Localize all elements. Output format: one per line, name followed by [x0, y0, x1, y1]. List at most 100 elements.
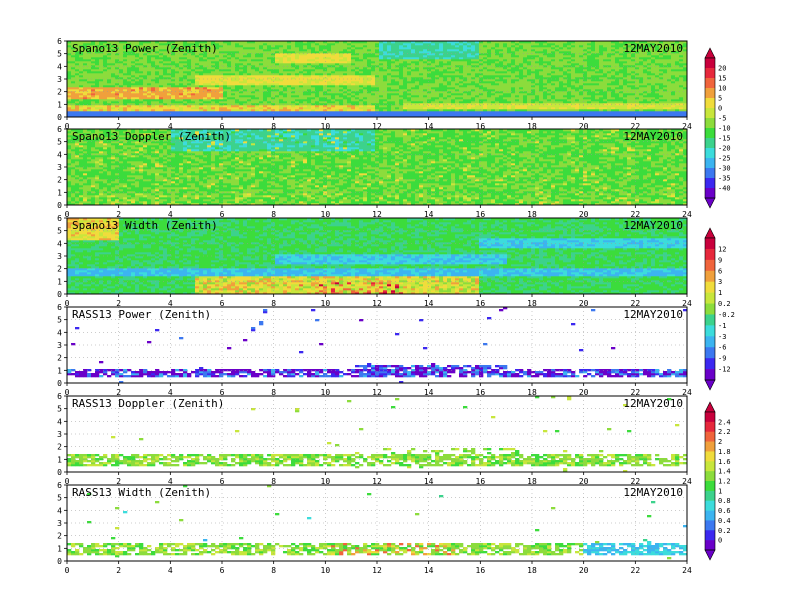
heatmap-cell: [183, 71, 188, 74]
heatmap-cell: [459, 55, 464, 58]
heatmap-cell: [75, 65, 80, 68]
heatmap-cell: [475, 41, 480, 44]
heatmap-cell: [331, 51, 336, 54]
heatmap-cell: [415, 53, 420, 56]
heatmap-cell: [383, 107, 388, 110]
heatmap-cell: [343, 109, 348, 112]
heatmap-cell: [187, 45, 192, 48]
heatmap-cell: [471, 101, 476, 104]
heatmap-cell: [83, 97, 88, 100]
heatmap-cell: [459, 57, 464, 60]
heatmap-cell: [423, 107, 428, 110]
heatmap-cell: [119, 45, 124, 48]
heatmap-cell: [227, 53, 232, 56]
heatmap-cell: [291, 57, 296, 60]
heatmap-cell: [95, 101, 100, 104]
heatmap-cell: [411, 77, 416, 80]
heatmap-cell: [215, 61, 220, 64]
heatmap-cell: [435, 83, 440, 86]
heatmap-cell: [175, 67, 180, 70]
heatmap-cell: [135, 89, 140, 92]
heatmap-cell: [183, 67, 188, 70]
heatmap-cell: [251, 115, 256, 118]
heatmap-cell: [311, 79, 316, 82]
heatmap-cell: [415, 43, 420, 46]
heatmap-cell: [527, 45, 532, 48]
heatmap-cell: [455, 65, 460, 68]
heatmap-cell: [271, 67, 276, 70]
heatmap-cell: [419, 59, 424, 62]
heatmap-cell: [531, 99, 536, 102]
heatmap-cell: [95, 73, 100, 76]
heatmap-cell: [483, 115, 488, 118]
heatmap-cell: [395, 93, 400, 96]
heatmap-cell: [127, 113, 132, 116]
heatmap-cell: [211, 83, 216, 86]
heatmap-cell: [307, 91, 312, 94]
heatmap-cell: [251, 65, 256, 68]
heatmap-cell: [387, 57, 392, 60]
heatmap-cell: [487, 91, 492, 94]
heatmap-cell: [295, 99, 300, 102]
heatmap-cell: [367, 69, 372, 72]
heatmap-cell: [115, 55, 120, 58]
heatmap-cell: [431, 79, 436, 82]
heatmap-cell: [479, 51, 484, 54]
heatmap-cell: [391, 115, 396, 118]
heatmap-cell: [423, 103, 428, 106]
heatmap-cell: [319, 65, 324, 68]
heatmap-cell: [303, 99, 308, 102]
heatmap-cell: [307, 71, 312, 74]
heatmap-cell: [579, 63, 584, 66]
heatmap-cell: [231, 109, 236, 112]
heatmap-cell: [591, 83, 596, 86]
heatmap-cell: [375, 79, 380, 82]
heatmap-cell: [555, 107, 560, 110]
heatmap-cell: [99, 65, 104, 68]
heatmap-cell: [423, 95, 428, 98]
heatmap-cell: [187, 87, 192, 90]
heatmap-cell: [227, 105, 232, 108]
heatmap-cell: [559, 59, 564, 62]
heatmap-cell: [427, 85, 432, 88]
heatmap-cell: [335, 89, 340, 92]
heatmap-cell: [367, 47, 372, 50]
heatmap-cell: [207, 59, 212, 62]
heatmap-cell: [555, 89, 560, 92]
heatmap-cell: [99, 111, 104, 114]
heatmap-cell: [323, 107, 328, 110]
heatmap-cell: [271, 111, 276, 114]
heatmap-cell: [407, 63, 412, 66]
heatmap-cell: [379, 73, 384, 76]
heatmap-cell: [339, 45, 344, 48]
heatmap-cell: [75, 101, 80, 104]
heatmap-cell: [551, 45, 556, 48]
heatmap-cell: [155, 93, 160, 96]
heatmap-cell: [267, 49, 272, 52]
heatmap-cell: [211, 51, 216, 54]
heatmap-cell: [143, 43, 148, 46]
heatmap-cell: [363, 45, 368, 48]
heatmap-cell: [391, 41, 396, 44]
heatmap-cell: [175, 63, 180, 66]
heatmap-cell: [543, 47, 548, 50]
heatmap-cell: [91, 95, 96, 98]
heatmap-cell: [303, 111, 308, 114]
heatmap-cell: [287, 81, 292, 84]
heatmap-cell: [207, 51, 212, 54]
heatmap-cell: [475, 105, 480, 108]
heatmap-cell: [235, 55, 240, 58]
heatmap-cell: [551, 79, 556, 82]
heatmap-cell: [79, 101, 84, 104]
heatmap-cell: [235, 89, 240, 92]
heatmap-cell: [591, 105, 596, 108]
heatmap-cell: [263, 83, 268, 86]
heatmap-cell: [383, 79, 388, 82]
heatmap-cell: [251, 79, 256, 82]
heatmap-cell: [131, 73, 136, 76]
heatmap-cell: [135, 101, 140, 104]
heatmap-cell: [479, 65, 484, 68]
heatmap-cell: [507, 107, 512, 110]
heatmap-cell: [239, 67, 244, 70]
heatmap-cell: [267, 83, 272, 86]
